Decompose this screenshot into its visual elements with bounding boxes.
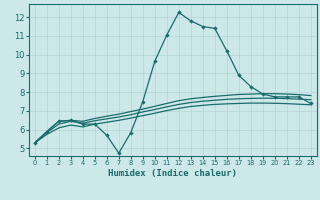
X-axis label: Humidex (Indice chaleur): Humidex (Indice chaleur) — [108, 169, 237, 178]
